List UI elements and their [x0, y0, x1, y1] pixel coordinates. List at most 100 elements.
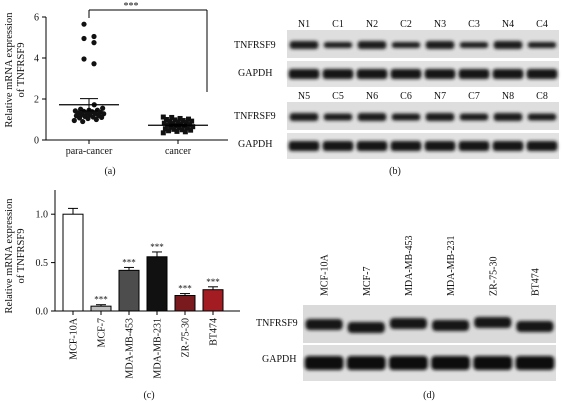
panel-d-band-gapdh [431, 356, 470, 370]
panel-c-xtick-label-1: MCF-7 [97, 318, 108, 347]
panel-b-lane-label: N3 [434, 19, 446, 30]
panel-a-ytick-label-2: 4 [34, 54, 39, 65]
panel-a-point [91, 40, 97, 46]
panel-b-band-tnfrsf9 [459, 113, 489, 121]
panel-c-significance-5: *** [206, 277, 220, 287]
panel-a-point [91, 33, 97, 40]
panel-a-ylabel-line1: Relative mRNA expression [4, 12, 15, 128]
panel-d-row-label-2: GAPDH [262, 354, 296, 365]
panel-a-x-ticks: para-cancer cancer [66, 140, 192, 157]
panel-a-point [172, 117, 178, 123]
panel-b-band-gapdh [288, 141, 320, 151]
panel-a-point [183, 120, 189, 126]
panel-a-point [81, 56, 87, 62]
panel-a-ylabel-line2: of TNFRSF9 [16, 43, 27, 98]
panel-b-top-lane-labels: N1 C1 N2 C2 N3 C3 N4 C4 [298, 19, 548, 30]
panel-b-lane-label: C3 [468, 19, 480, 30]
panel-a-point [163, 117, 169, 122]
panel-a-point [174, 128, 180, 134]
panel-d-lane-label-0: MCF-10A [320, 254, 331, 296]
panel-c-xtick-label-5: BT474 [209, 318, 220, 346]
panel-b-band-tnfrsf9 [493, 41, 523, 49]
panel-a-ytick-label-3: 6 [34, 13, 39, 24]
panel-b-lane-label: C6 [400, 91, 412, 102]
panel-b-band-tnfrsf9 [323, 42, 353, 48]
panel-a-ytick-label-1: 2 [34, 95, 39, 106]
panel-c-caption: (c) [143, 390, 154, 401]
panel-b-lane-label: C7 [468, 91, 480, 102]
panel-b-band-tnfrsf9 [391, 113, 421, 121]
panel-a-point [162, 126, 168, 132]
panel-b: N1 C1 N2 C2 N3 C3 N4 C4 TNFRSF9 GAPDH N5 C5 N6 C6 N… [234, 19, 559, 177]
panel-c-xtick-label-4: ZR-75-30 [181, 318, 192, 357]
panel-d-caption: (d) [423, 390, 435, 401]
panel-a-point [81, 35, 87, 42]
panel-b-lane-label: N7 [434, 91, 446, 102]
panel-c-ytick-label-0: 0.0 [36, 307, 49, 318]
panel-c-bar-3 [146, 256, 168, 312]
panel-b-band-gapdh [322, 69, 354, 79]
panel-b-top-row-label-1: TNFRSF9 [234, 40, 276, 51]
panel-c-bars: *** *** *** *** *** [62, 207, 224, 312]
panel-a-point [80, 118, 86, 125]
panel-c-ytick-label-1: 0.5 [36, 258, 49, 269]
panel-c-bar-4 [174, 295, 196, 312]
panel-b-lane-label: C8 [536, 91, 548, 102]
panel-b-band-gapdh [390, 69, 422, 79]
panel-b-band-tnfrsf9 [459, 42, 489, 48]
panel-b-lane-label: C5 [332, 91, 344, 102]
panel-c-xtick-label-0: MCF-10A [69, 317, 80, 359]
panel-b-bottom-row-label-2: GAPDH [238, 139, 272, 150]
panel-b-band-tnfrsf9 [357, 113, 387, 121]
panel-c-bar-5 [202, 289, 224, 312]
panel-d-band-gapdh [389, 356, 428, 370]
panel-b-band-gapdh [288, 69, 320, 79]
panel-d-band-gapdh [515, 356, 555, 370]
panel-b-band-gapdh [424, 141, 456, 151]
panel-a-point [160, 114, 166, 120]
panel-b-band-gapdh [356, 141, 388, 151]
panel-c-bar-0 [62, 213, 84, 312]
panel-c-ylabel-line1: Relative mRNA expression [4, 198, 15, 314]
panel-d-lane-label-3: MDA-MB-231 [446, 235, 457, 296]
panel-b-band-gapdh [458, 141, 490, 151]
panel-c-bar-1 [90, 305, 112, 312]
panel-b-band-gapdh [458, 69, 490, 79]
panel-a-point [76, 115, 83, 121]
panel-d-band-tnfrsf9 [389, 318, 427, 329]
panel-b-top-bands [288, 41, 558, 79]
panel-b-band-tnfrsf9 [289, 113, 319, 121]
panel-a-points [71, 21, 196, 136]
panel-b-band-gapdh [526, 69, 558, 79]
panel-b-band-gapdh [526, 141, 558, 151]
panel-d-bands [304, 317, 555, 370]
panel-b-band-tnfrsf9 [425, 41, 455, 49]
panel-a-point [166, 128, 172, 134]
panel-b-bottom-row-label-1: TNFRSF9 [234, 111, 276, 122]
panel-a-point [175, 119, 181, 125]
panel-a-point [93, 116, 99, 123]
panel-b-band-tnfrsf9 [425, 113, 455, 121]
panel-b-band-gapdh [390, 141, 422, 151]
panel-a-point [169, 114, 175, 120]
panel-a-point [182, 129, 188, 135]
panel-a-point [99, 114, 105, 121]
panel-a-xtick-label-1: cancer [165, 146, 192, 157]
panel-a-xtick-label-0: para-cancer [66, 146, 113, 157]
panel-b-band-gapdh [492, 69, 524, 79]
panel-d-band-tnfrsf9 [474, 317, 512, 328]
panel-a-point [176, 125, 182, 131]
panel-d-blot-1 [303, 305, 556, 343]
panel-b-lane-label: C2 [400, 19, 412, 30]
panel-c-ytick-label-2: 1.0 [36, 210, 49, 221]
panel-a-y-ticks: 0 2 4 6 [34, 13, 46, 147]
panel-b-lane-label: N4 [502, 19, 514, 30]
panel-b-band-tnfrsf9 [493, 113, 523, 121]
panel-b-band-tnfrsf9 [289, 41, 319, 49]
panel-d-band-tnfrsf9 [516, 321, 554, 332]
panel-b-lane-label: N5 [298, 91, 310, 102]
panel-d: MCF-10A MCF-7 MDA-MB-453 MDA-MB-231 ZR-75-30… [256, 235, 556, 401]
panel-d-band-tnfrsf9 [432, 320, 470, 331]
panel-d-band-gapdh [346, 356, 386, 370]
